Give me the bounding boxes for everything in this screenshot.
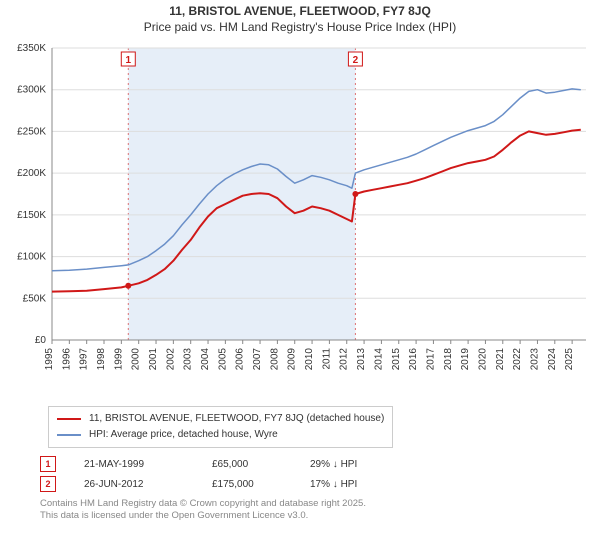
event-table: 1 21-MAY-1999 £65,000 29% ↓ HPI 2 26-JUN… <box>40 454 600 494</box>
chart-svg: £0 £50K £100K £150K £200K £250K £300K £350K 1995… <box>8 40 592 400</box>
svg-text:2005: 2005 <box>217 348 228 371</box>
svg-text:2003: 2003 <box>183 348 194 371</box>
chart-title-address: 11, BRISTOL AVENUE, FLEETWOOD, FY7 8JQ <box>0 4 600 18</box>
svg-text:2007: 2007 <box>252 348 263 371</box>
svg-text:2023: 2023 <box>529 348 540 371</box>
svg-text:£200K: £200K <box>17 168 46 179</box>
svg-text:2019: 2019 <box>460 348 471 371</box>
chart-area: £0 £50K £100K £150K £200K £250K £300K £350K 1995… <box>8 40 592 400</box>
legend-label-price: 11, BRISTOL AVENUE, FLEETWOOD, FY7 8JQ (… <box>89 411 384 427</box>
chart-titles: 11, BRISTOL AVENUE, FLEETWOOD, FY7 8JQ P… <box>0 4 600 34</box>
event-2-date: 26-JUN-2012 <box>84 479 184 490</box>
event-marker-1-icon: 1 <box>40 456 56 472</box>
svg-text:£50K: £50K <box>23 293 47 304</box>
legend-label-hpi: HPI: Average price, detached house, Wyre <box>89 427 278 443</box>
svg-text:2009: 2009 <box>287 348 298 371</box>
svg-text:1999: 1999 <box>113 348 124 371</box>
event-row-1: 1 21-MAY-1999 £65,000 29% ↓ HPI <box>40 454 600 474</box>
svg-text:1997: 1997 <box>79 348 90 371</box>
svg-text:2022: 2022 <box>512 348 523 371</box>
svg-text:2016: 2016 <box>408 348 419 371</box>
svg-text:2002: 2002 <box>165 348 176 371</box>
svg-text:2000: 2000 <box>131 348 142 371</box>
svg-text:£150K: £150K <box>17 210 46 221</box>
svg-text:2: 2 <box>353 55 359 66</box>
event-row-2: 2 26-JUN-2012 £175,000 17% ↓ HPI <box>40 474 600 494</box>
event-1-price: £65,000 <box>212 459 282 470</box>
svg-text:1996: 1996 <box>61 348 72 371</box>
event-marker-2-icon: 2 <box>40 476 56 492</box>
event-1-diff: 29% ↓ HPI <box>310 459 400 470</box>
svg-text:2014: 2014 <box>373 348 384 371</box>
svg-text:1: 1 <box>126 55 132 66</box>
event-1-date: 21-MAY-1999 <box>84 459 184 470</box>
svg-text:£250K: £250K <box>17 126 46 137</box>
svg-text:2017: 2017 <box>425 348 436 371</box>
svg-text:2025: 2025 <box>564 348 575 371</box>
license-text: Contains HM Land Registry data © Crown c… <box>40 498 600 522</box>
svg-text:2006: 2006 <box>235 348 246 371</box>
svg-text:2015: 2015 <box>391 348 402 371</box>
svg-text:£100K: £100K <box>17 252 46 263</box>
svg-text:2018: 2018 <box>443 348 454 371</box>
chart-figure: 11, BRISTOL AVENUE, FLEETWOOD, FY7 8JQ P… <box>0 4 600 560</box>
event-2-diff: 17% ↓ HPI <box>310 479 400 490</box>
legend-item-price: 11, BRISTOL AVENUE, FLEETWOOD, FY7 8JQ (… <box>57 411 384 427</box>
svg-text:£0: £0 <box>35 335 47 346</box>
license-line-1: Contains HM Land Registry data © Crown c… <box>40 498 600 510</box>
legend-item-hpi: HPI: Average price, detached house, Wyre <box>57 427 384 443</box>
svg-text:2010: 2010 <box>304 348 315 371</box>
license-line-2: This data is licensed under the Open Gov… <box>40 510 600 522</box>
chart-title-sub: Price paid vs. HM Land Registry's House … <box>0 20 600 34</box>
svg-text:2001: 2001 <box>148 348 159 371</box>
svg-text:2020: 2020 <box>477 348 488 371</box>
svg-text:£350K: £350K <box>17 43 46 54</box>
legend-swatch-price <box>57 418 81 420</box>
svg-text:£300K: £300K <box>17 85 46 96</box>
svg-text:2021: 2021 <box>495 348 506 371</box>
svg-text:1998: 1998 <box>96 348 107 371</box>
svg-text:1995: 1995 <box>44 348 55 371</box>
legend-box: 11, BRISTOL AVENUE, FLEETWOOD, FY7 8JQ (… <box>48 406 393 448</box>
event-2-price: £175,000 <box>212 479 282 490</box>
svg-text:2004: 2004 <box>200 348 211 371</box>
svg-text:2008: 2008 <box>269 348 280 371</box>
svg-text:2013: 2013 <box>356 348 367 371</box>
svg-text:2012: 2012 <box>339 348 350 371</box>
svg-text:2011: 2011 <box>321 348 332 370</box>
legend-swatch-hpi <box>57 434 81 436</box>
svg-text:2024: 2024 <box>547 348 558 371</box>
